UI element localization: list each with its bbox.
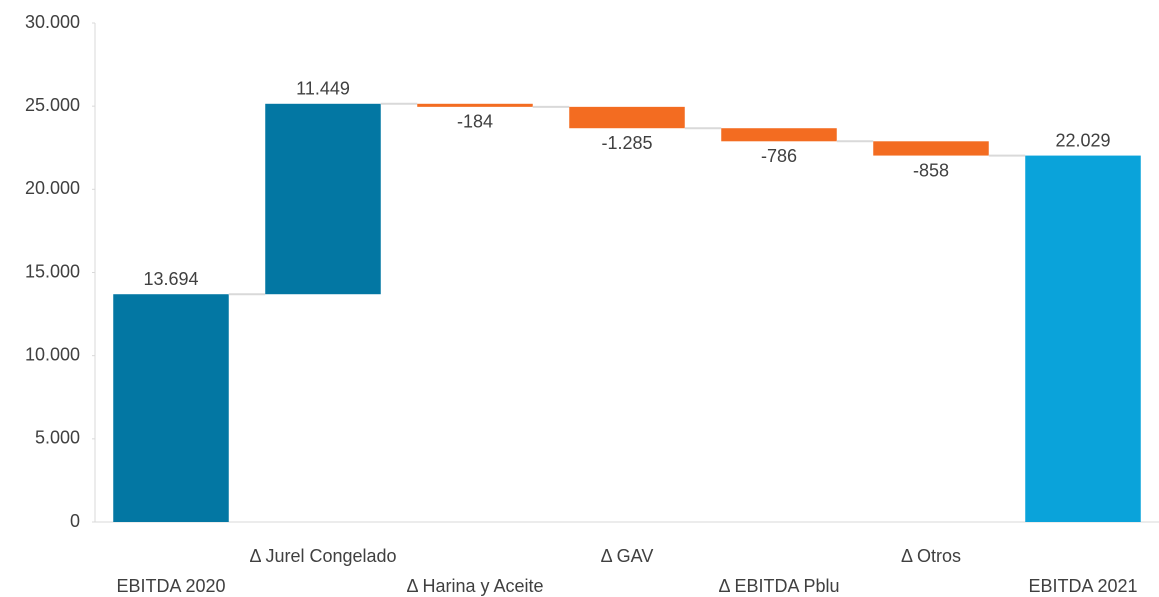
y-tick-label: 15.000 bbox=[25, 261, 80, 281]
data-label: -1.285 bbox=[601, 133, 652, 153]
x-tick-label: Δ Otros bbox=[901, 546, 961, 566]
bar bbox=[569, 106, 685, 129]
bar bbox=[873, 141, 989, 156]
bar bbox=[417, 103, 533, 107]
x-tick-label: Δ EBITDA Pblu bbox=[718, 576, 839, 596]
data-label: -858 bbox=[913, 160, 949, 180]
y-tick-label: 25.000 bbox=[25, 95, 80, 115]
y-tick-label: 0 bbox=[70, 511, 80, 531]
data-label: -184 bbox=[457, 112, 493, 132]
data-label: -786 bbox=[761, 146, 797, 166]
y-tick-label: 10.000 bbox=[25, 344, 80, 364]
bar bbox=[721, 128, 837, 142]
data-label: 11.449 bbox=[296, 79, 350, 99]
bar bbox=[113, 294, 229, 522]
x-tick-label: Δ Jurel Congelado bbox=[249, 546, 396, 566]
y-tick-label: 5.000 bbox=[35, 428, 80, 448]
bar bbox=[1025, 155, 1141, 523]
bar bbox=[265, 103, 381, 295]
y-tick-label: 30.000 bbox=[25, 12, 80, 32]
y-tick-label: 20.000 bbox=[25, 178, 80, 198]
x-tick-label: EBITDA 2021 bbox=[1028, 576, 1137, 596]
data-label: 22.029 bbox=[1055, 130, 1110, 150]
x-tick-label: Δ GAV bbox=[601, 546, 654, 566]
data-label: 13.694 bbox=[143, 269, 198, 289]
x-tick-label: Δ Harina y Aceite bbox=[406, 576, 543, 596]
x-tick-label: EBITDA 2020 bbox=[116, 576, 225, 596]
